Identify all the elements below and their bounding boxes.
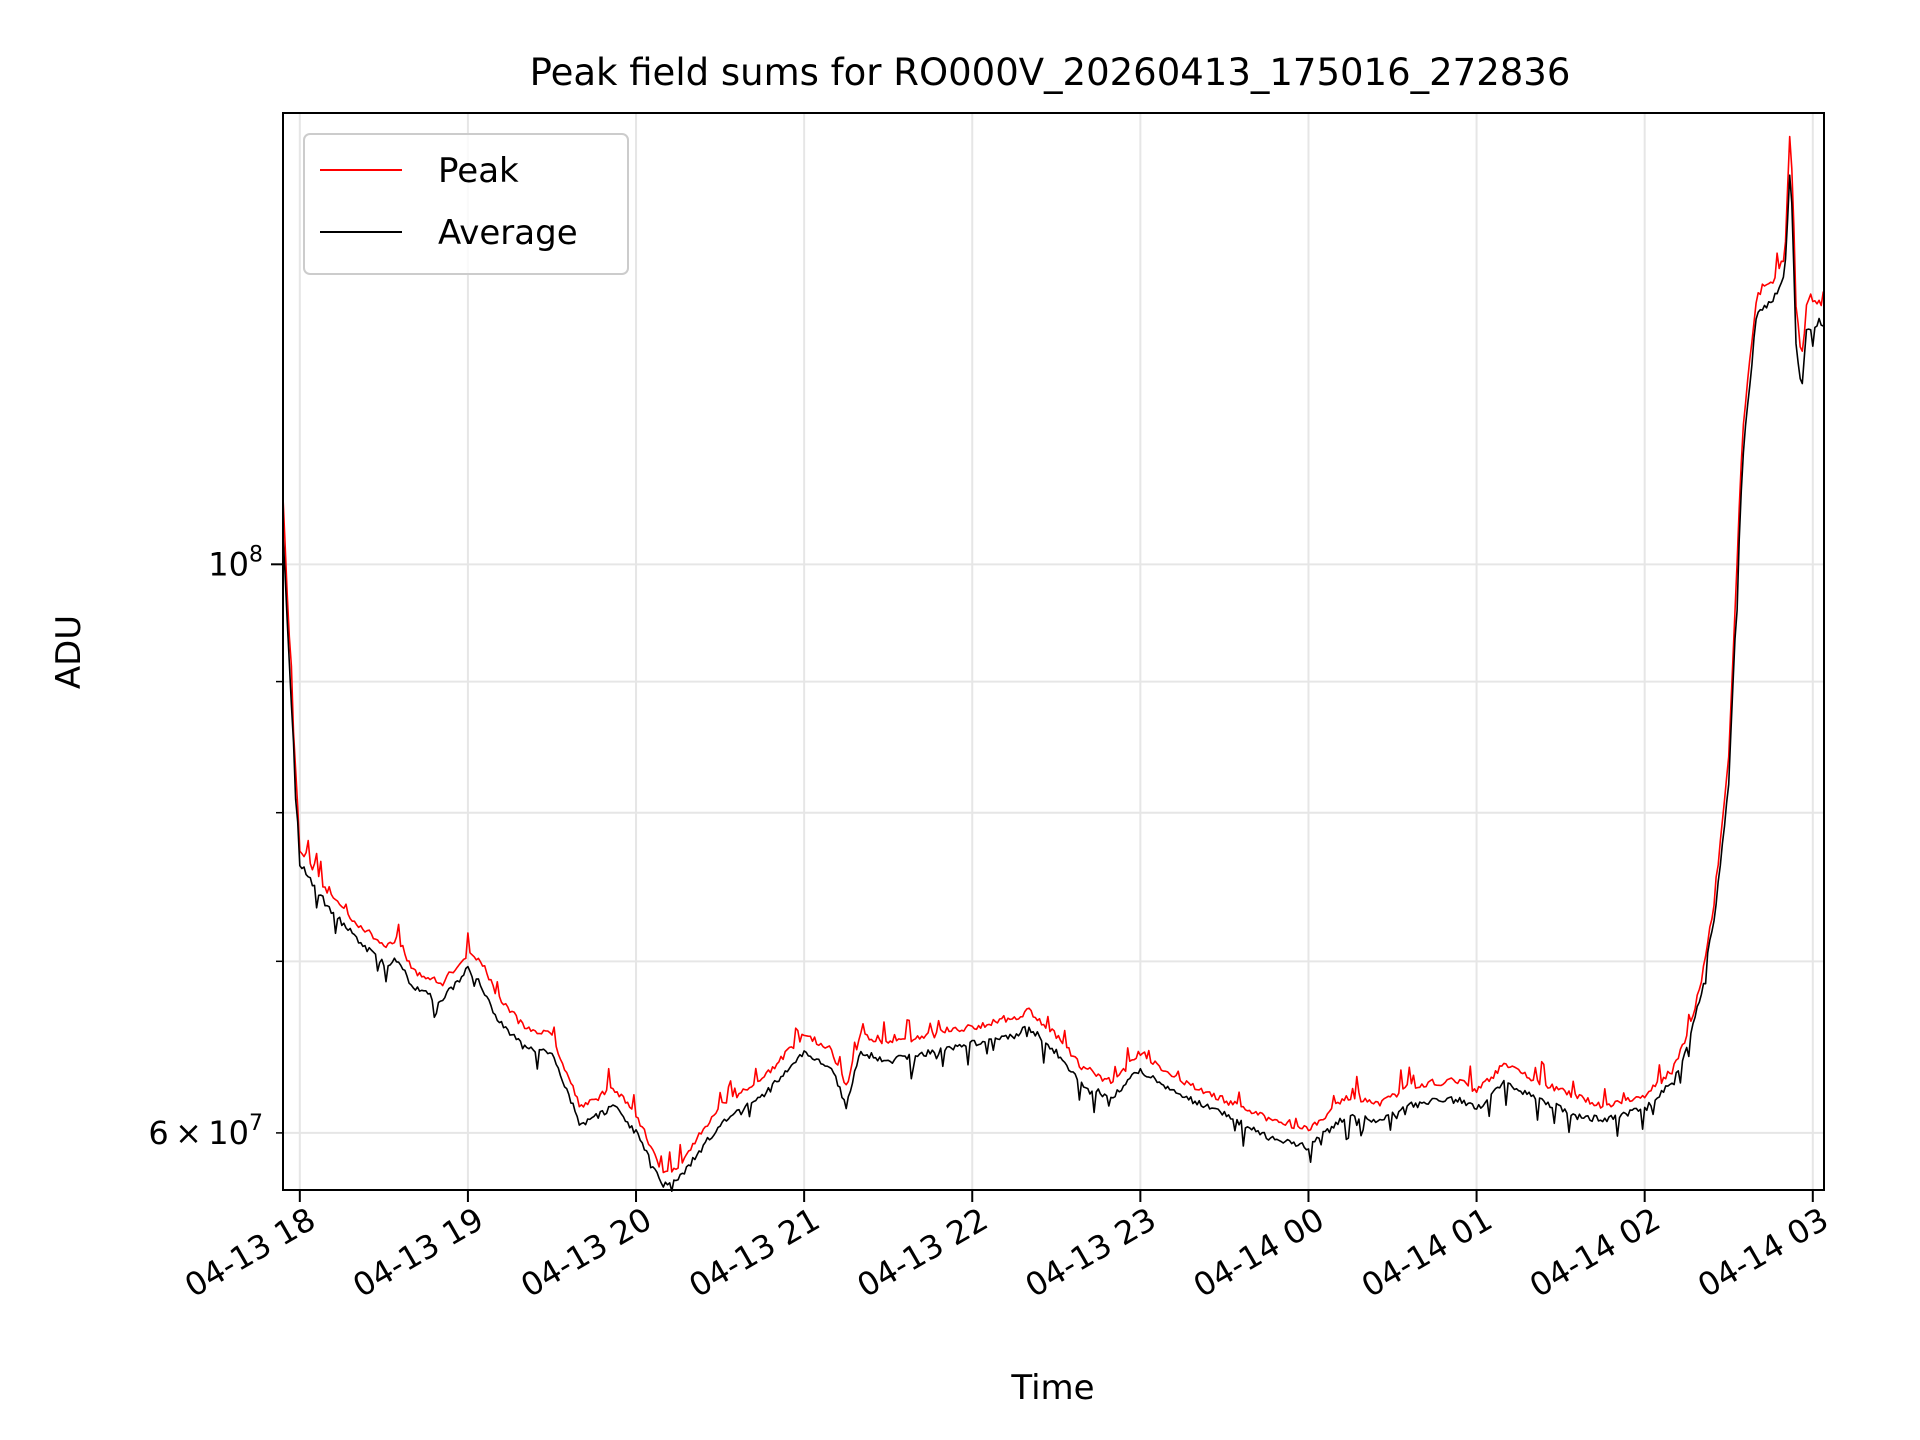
plot-area — [283, 113, 1824, 1190]
y-axis-ticks: 108 6 × 107 — [148, 542, 283, 1152]
grid-lines — [283, 113, 1824, 1190]
y-axis-label: ADU — [49, 615, 89, 689]
legend: Peak Average — [303, 133, 629, 275]
chart-title: Peak field sums for RO000V_20260413_1750… — [530, 51, 1571, 94]
y-tick-label-major: 108 — [208, 542, 263, 583]
legend-label-peak: Peak — [438, 151, 519, 191]
series-line-peak — [282, 135, 1825, 1174]
legend-label-average: Average — [438, 213, 578, 253]
plot-frame — [282, 112, 1825, 1191]
series-lines — [282, 135, 1825, 1192]
y-tick-label-minor: 6 × 107 — [148, 1111, 263, 1152]
series-line-average — [282, 174, 1824, 1192]
x-axis-label: Time — [1010, 1368, 1094, 1408]
